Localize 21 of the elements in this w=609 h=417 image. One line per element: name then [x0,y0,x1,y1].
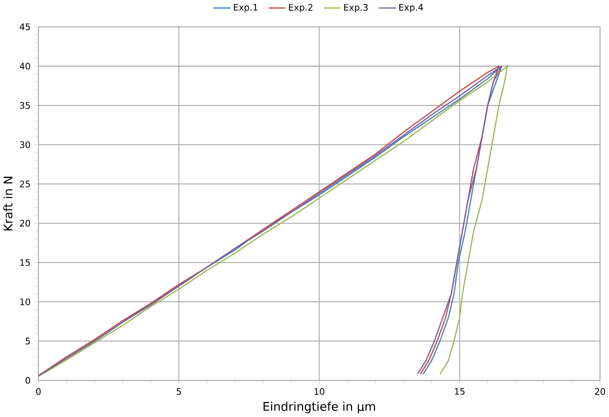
y-tick-label: 25 [20,180,30,188]
y-tick-label: 0 [26,377,30,384]
legend-label: Exp.1 [234,4,258,13]
x-tick-label: 20 [595,388,606,396]
y-tick-label: 15 [20,259,30,266]
legend-label: Exp.4 [399,4,424,13]
y-tick-label: 20 [20,220,30,227]
y-tick-label: 10 [20,298,30,306]
y-tick-label: 5 [26,338,30,345]
x-tick-label: 10 [314,388,324,396]
x-tick-label: 5 [176,388,181,395]
y-tick-label: 30 [20,142,30,148]
legend-label: Exp.2 [289,4,312,13]
y-tick-label: 40 [20,62,30,70]
x-tick-label: 0 [36,388,41,396]
y-tick-label: 45 [20,24,30,30]
y-axis-title: Kraft in N [3,177,13,231]
legend-label: Exp.3 [344,4,368,13]
x-tick-label: 15 [454,388,465,395]
y-tick-label: 35 [20,102,30,110]
x-axis-title: Eindringtiefe in µm [264,402,376,414]
